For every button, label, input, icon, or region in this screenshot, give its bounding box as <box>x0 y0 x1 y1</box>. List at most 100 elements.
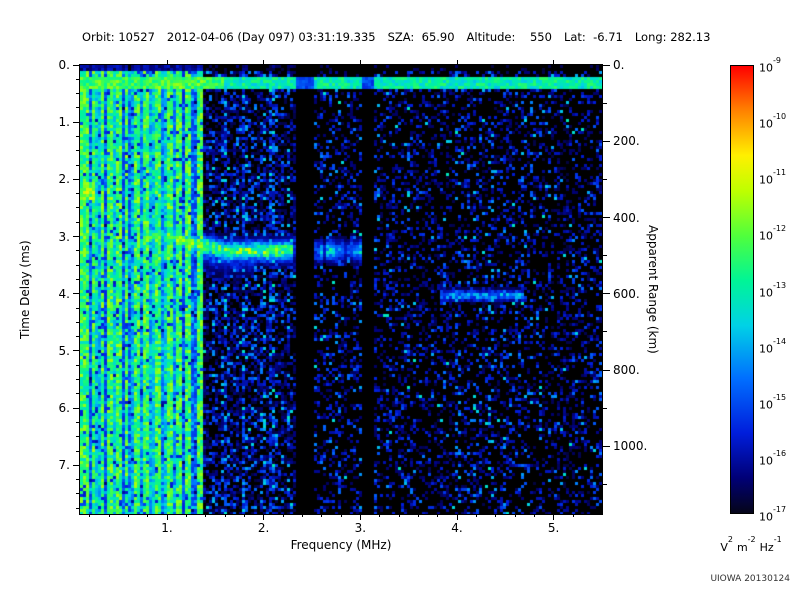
y-minor-tick <box>76 321 80 323</box>
y-minor-tick <box>76 336 80 338</box>
y-minor-tick <box>76 278 80 280</box>
x-minor-tick <box>495 514 497 517</box>
x-tick-label: 4. <box>451 521 463 535</box>
header-metadata: Orbit: 10527 2012-04-06 (Day 097) 03:31:… <box>82 30 790 44</box>
y-minor-tick <box>76 164 80 166</box>
x-major-tick-top <box>553 60 555 65</box>
x-tick-label: 1. <box>161 521 173 535</box>
x-major-tick-top <box>166 60 168 65</box>
y-minor-tick <box>76 107 80 109</box>
colorbar-tick-label: 10-16 <box>759 448 787 468</box>
x-minor-tick <box>533 514 535 517</box>
y-minor-tick <box>76 493 80 495</box>
spectrogram-canvas <box>80 65 602 514</box>
x-minor-tick <box>89 514 91 517</box>
x-major-tick <box>359 514 361 520</box>
x-minor-tick <box>572 514 574 517</box>
y-major-tick <box>73 293 80 295</box>
x-major-tick <box>456 514 458 520</box>
range-major-tick <box>603 140 610 142</box>
x-minor-tick <box>321 514 323 517</box>
datetime-field: 2012-04-06 (Day 097) 03:31:19.335 <box>166 30 376 44</box>
range-minor-tick <box>603 255 607 257</box>
y-minor-tick <box>76 93 80 95</box>
y-major-tick <box>73 350 80 352</box>
range-tick-label: 1000. <box>613 439 648 454</box>
y-tick-label: 0. <box>58 58 70 72</box>
y-major-tick <box>73 464 80 466</box>
range-major-tick <box>603 369 610 371</box>
y-major-tick <box>73 64 80 66</box>
orbit-field: Orbit: 10527 <box>82 30 155 44</box>
y-minor-tick <box>76 307 80 309</box>
colorbar-tick-label: 10-12 <box>759 224 787 244</box>
y-tick-label: 5. <box>58 343 70 358</box>
x-minor-tick <box>514 514 516 517</box>
colorbar-tick-label: 10-13 <box>759 280 787 300</box>
y-minor-tick <box>76 221 80 223</box>
x-minor-tick <box>185 514 187 517</box>
y-axis-title-right: Apparent Range (km) <box>646 225 660 354</box>
y-minor-tick <box>76 450 80 452</box>
x-minor-tick <box>282 514 284 517</box>
range-minor-tick <box>603 483 607 485</box>
y-minor-tick <box>76 78 80 80</box>
y-minor-tick <box>76 207 80 209</box>
colorbar-unit-label: V2m-2Hz-1 <box>696 535 800 554</box>
unit-part: Hz-1 <box>759 535 782 554</box>
x-minor-tick <box>301 514 303 517</box>
x-tick-label: 3. <box>354 521 367 535</box>
x-axis-title: Frequency (MHz) <box>290 538 392 552</box>
range-major-tick <box>603 293 610 295</box>
range-tick-label: 800. <box>613 363 640 378</box>
x-major-tick <box>166 514 168 520</box>
unit-part: m-2 <box>736 535 756 554</box>
y-major-tick <box>73 236 80 238</box>
range-tick-label: 200. <box>613 134 640 149</box>
x-major-tick <box>263 514 265 520</box>
y-tick-label: 4. <box>58 286 70 301</box>
colorbar-tick-label: 10-15 <box>759 392 787 412</box>
x-major-tick <box>553 514 555 520</box>
y-minor-tick <box>76 379 80 381</box>
x-tick-label: 5. <box>547 521 560 535</box>
credit-stamp: UIOWA 20130124 <box>710 574 790 584</box>
x-minor-tick <box>340 514 342 517</box>
range-minor-tick <box>603 178 607 180</box>
x-minor-tick <box>398 514 400 517</box>
colorbar-tick-label: 10-10 <box>759 112 787 131</box>
range-major-tick <box>603 64 610 66</box>
y-minor-tick <box>76 507 80 509</box>
x-major-tick-top <box>359 60 361 65</box>
y-minor-tick <box>76 264 80 266</box>
y-minor-tick <box>76 135 80 137</box>
x-minor-tick <box>205 514 207 517</box>
y-tick-label: 2. <box>58 172 70 187</box>
x-minor-tick <box>224 514 226 517</box>
longitude-field: Long: 282.13 <box>634 30 711 44</box>
range-tick-label: 0. <box>613 58 625 72</box>
range-tick-label: 400. <box>613 210 640 225</box>
range-minor-tick <box>603 407 607 409</box>
y-tick-label: 7. <box>58 458 70 473</box>
altitude-field: Altitude: 550 <box>466 30 552 44</box>
y-minor-tick <box>76 250 80 252</box>
x-major-tick-top <box>263 60 265 65</box>
x-minor-tick <box>243 514 245 517</box>
y-major-tick <box>73 178 80 180</box>
x-minor-tick <box>147 514 149 517</box>
x-minor-tick <box>417 514 419 517</box>
range-tick-label: 600. <box>613 286 640 301</box>
x-minor-tick <box>379 514 381 517</box>
range-major-tick <box>603 217 610 219</box>
y-major-tick <box>73 121 80 123</box>
y-major-tick <box>73 407 80 409</box>
range-minor-tick <box>603 331 607 333</box>
x-tick-label: 2. <box>257 521 270 535</box>
range-minor-tick <box>603 102 607 104</box>
y-minor-tick <box>76 479 80 481</box>
sza-field: SZA: 65.90 <box>387 30 455 44</box>
latitude-field: Lat: -6.71 <box>563 30 623 44</box>
x-minor-tick <box>108 514 110 517</box>
